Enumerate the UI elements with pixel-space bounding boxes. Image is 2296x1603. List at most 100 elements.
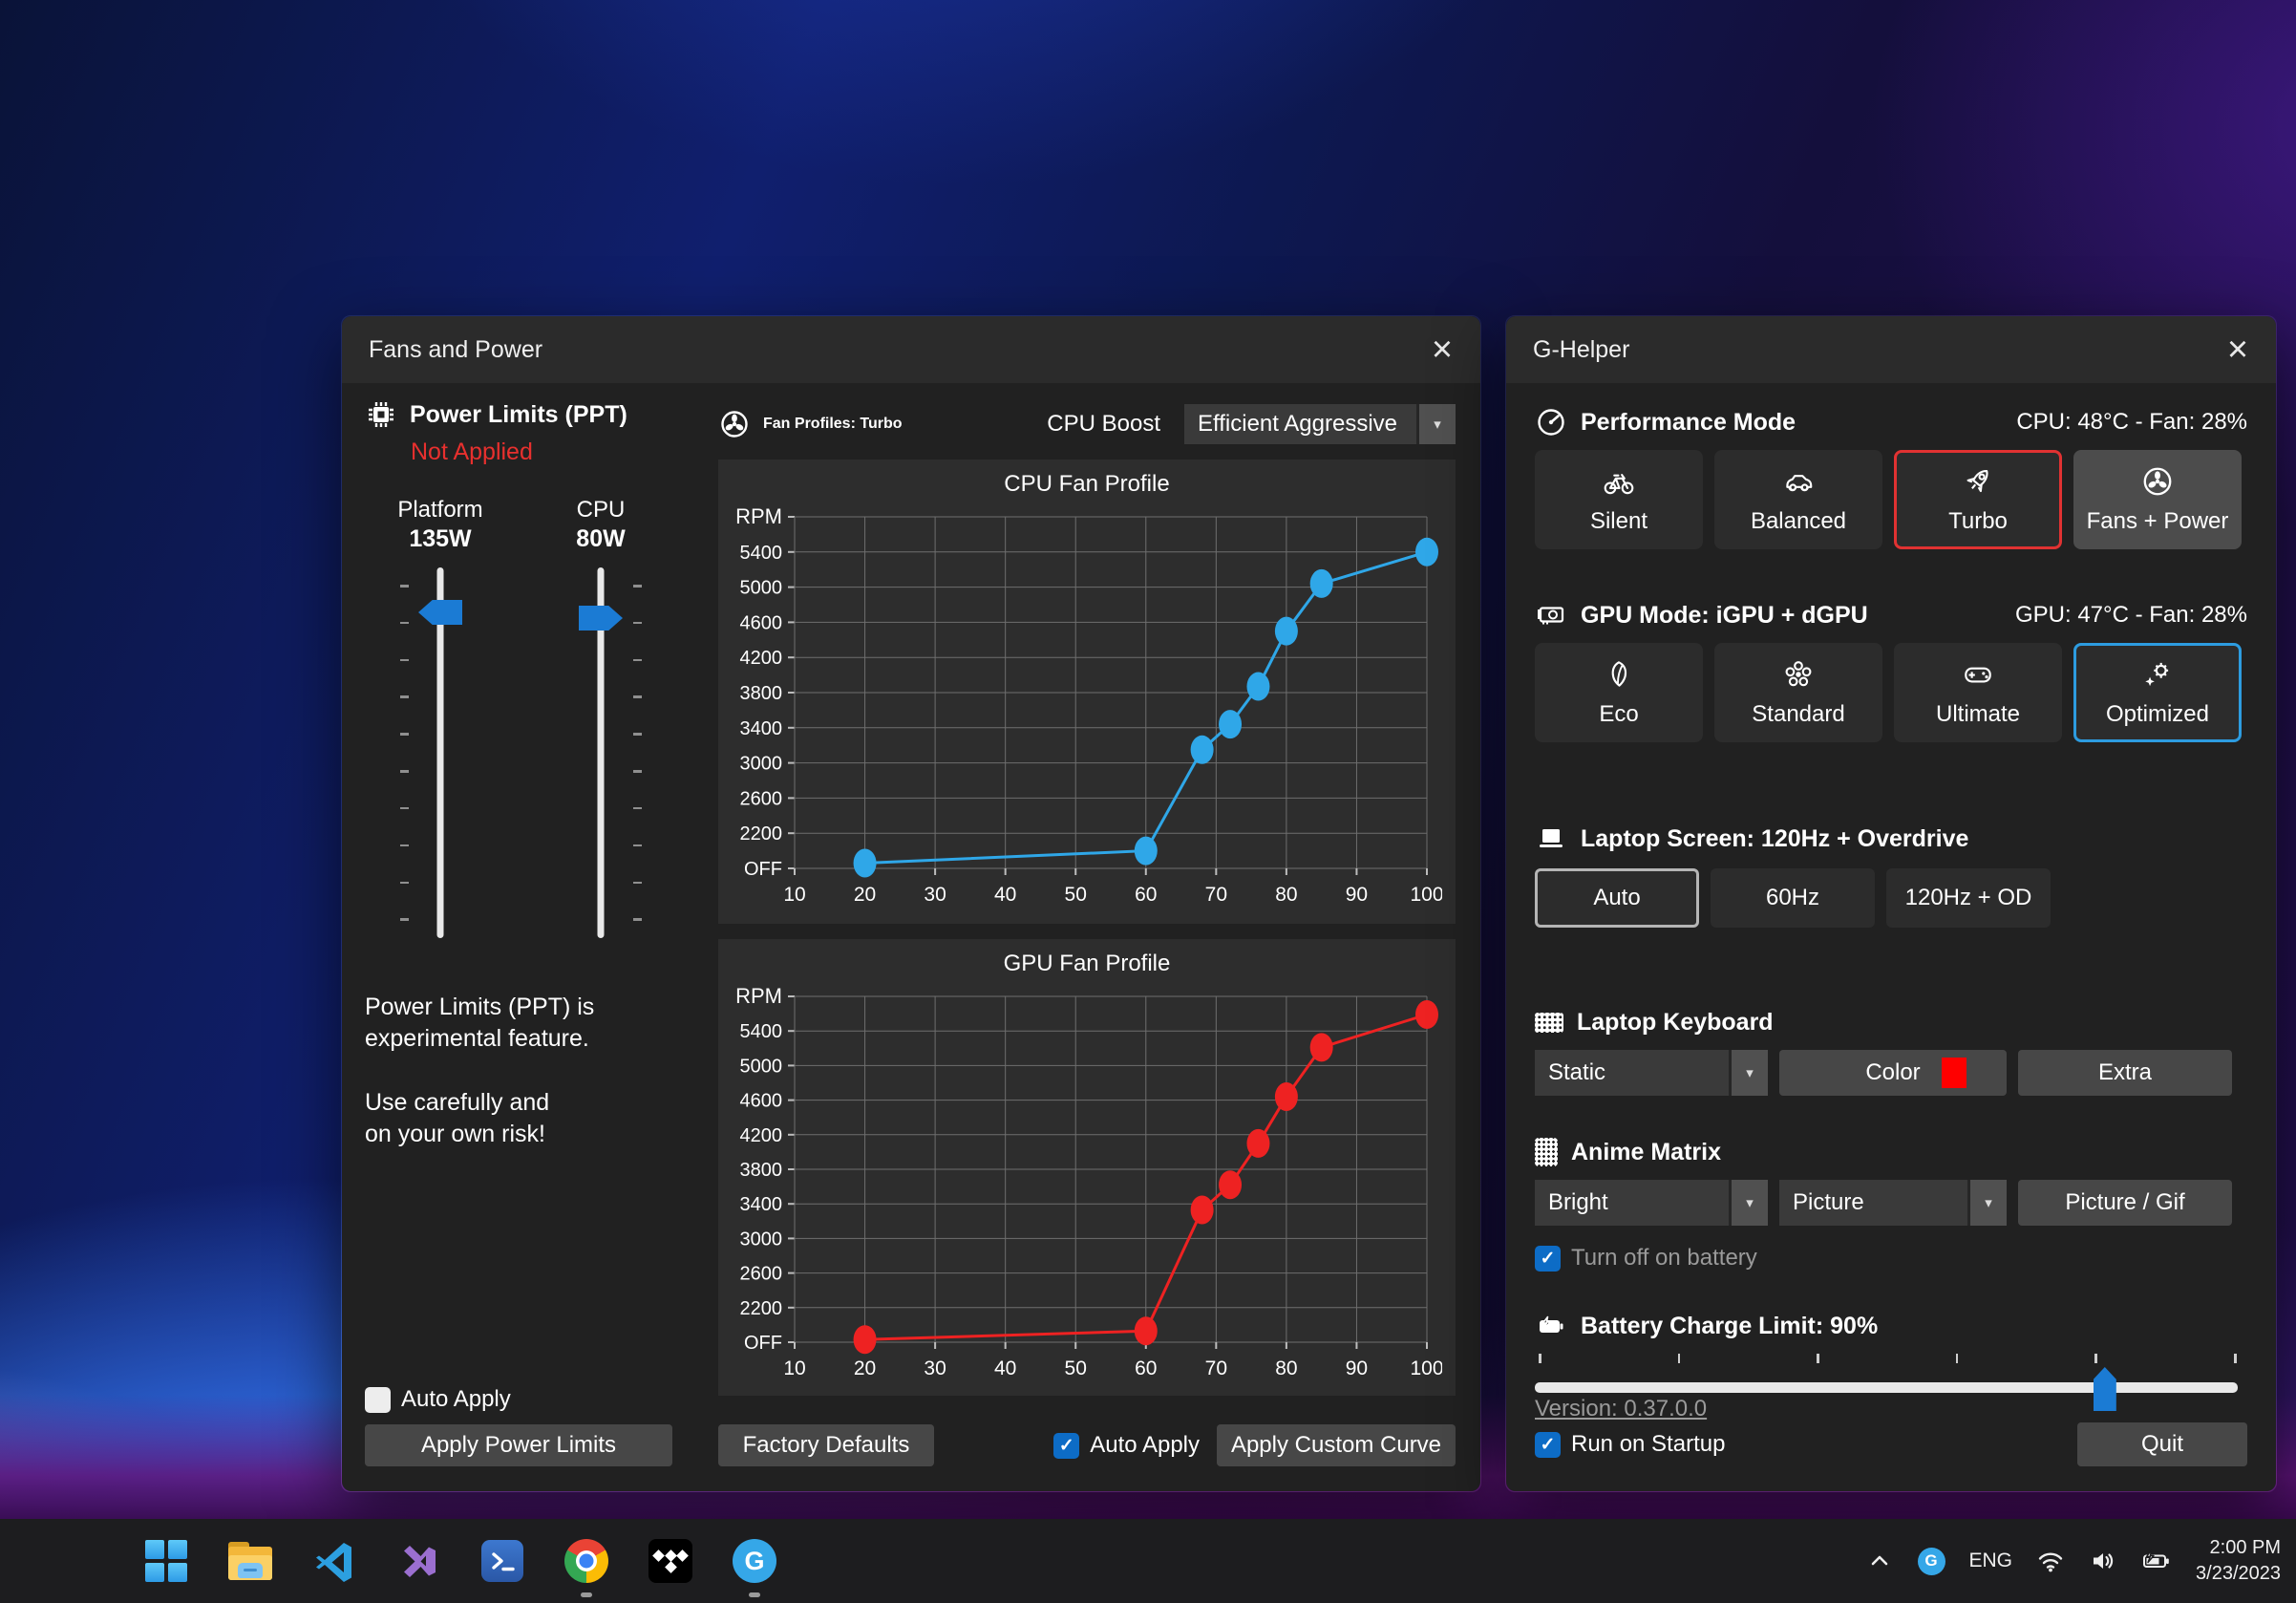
tick-mark <box>400 918 409 921</box>
chip-icon <box>369 402 393 427</box>
fans-titlebar[interactable]: Fans and Power × <box>342 316 1480 383</box>
battery-charging-icon[interactable] <box>2141 1547 2172 1575</box>
svg-text:2200: 2200 <box>740 823 783 844</box>
apply-custom-curve-button[interactable]: Apply Custom Curve <box>1217 1424 1456 1466</box>
cpu-boost-select[interactable]: Efficient Aggressive ▾ <box>1184 404 1456 444</box>
battery-slider-track[interactable] <box>1535 1382 2238 1393</box>
keyboard-extra-button[interactable]: Extra <box>2018 1050 2232 1096</box>
vscode-icon <box>316 1543 351 1582</box>
curve-auto-apply-checkbox[interactable] <box>1053 1432 1080 1459</box>
battery-slider-thumb[interactable] <box>2093 1367 2116 1411</box>
gpu-temp-status: GPU: 47°C - Fan: 28% <box>2014 602 2247 628</box>
tick-mark <box>400 585 409 588</box>
svg-text:RPM: RPM <box>735 507 782 528</box>
gpu-mode-optimized-button[interactable]: Optimized <box>2073 643 2242 742</box>
svg-text:2600: 2600 <box>740 788 783 809</box>
cpu-slider-thumb[interactable] <box>579 606 623 631</box>
screen-60hz-button[interactable]: 60Hz <box>1711 868 1875 928</box>
fans-power-button[interactable]: Fans + Power <box>2073 450 2242 549</box>
keyboard-mode-select[interactable]: Static ▾ <box>1535 1050 1768 1096</box>
screen-120hz-od-button[interactable]: 120Hz + OD <box>1886 868 2051 928</box>
visual-studio-button[interactable] <box>376 1519 460 1603</box>
tick-mark <box>633 770 642 773</box>
chevron-down-icon[interactable]: ▾ <box>1729 1050 1768 1096</box>
picture-gif-button[interactable]: Picture / Gif <box>2018 1180 2232 1226</box>
g-helper-tray-icon[interactable]: G <box>1917 1547 1945 1575</box>
platform-slider-track[interactable] <box>436 567 444 938</box>
chevron-down-icon[interactable]: ▾ <box>1416 404 1456 444</box>
close-icon[interactable]: × <box>1431 330 1454 370</box>
chevron-down-icon[interactable]: ▾ <box>1729 1180 1768 1226</box>
optimize-icon <box>2145 662 2169 687</box>
gpu-mode-eco-button[interactable]: Eco <box>1535 643 1703 742</box>
tick-mark <box>633 918 642 921</box>
tick-mark <box>400 770 409 773</box>
cpu-slider-track[interactable] <box>597 567 605 938</box>
run-on-startup-checkbox[interactable] <box>1535 1431 1561 1458</box>
svg-text:40: 40 <box>994 884 1016 906</box>
svg-text:OFF: OFF <box>744 1333 782 1354</box>
terminal-icon <box>481 1540 523 1582</box>
svg-text:4200: 4200 <box>740 1125 783 1146</box>
taskbar: G G ENG <box>0 1519 2296 1603</box>
svg-text:3800: 3800 <box>740 683 783 704</box>
svg-text:5400: 5400 <box>740 543 783 564</box>
chrome-button[interactable] <box>544 1519 628 1603</box>
fans-window-title: Fans and Power <box>369 335 543 363</box>
gpu-mode-ultimate-button[interactable]: Ultimate <box>1894 643 2062 742</box>
perf-mode-balanced-button[interactable]: Balanced <box>1714 450 1882 549</box>
power-auto-apply-label: Auto Apply <box>401 1386 511 1412</box>
clock-date: 3/23/2023 <box>2196 1563 2281 1584</box>
taskbar-clock[interactable]: 2:00 PM 3/23/2023 <box>2196 1535 2281 1587</box>
start-button[interactable] <box>124 1519 208 1603</box>
perf-mode-turbo-button[interactable]: Turbo <box>1894 450 2062 549</box>
volume-icon[interactable] <box>2089 1547 2117 1575</box>
tick-mark <box>2234 1354 2237 1363</box>
platform-power-slider[interactable] <box>369 564 512 942</box>
tick-mark <box>1955 1354 1959 1363</box>
gpu-card-icon <box>1538 607 1564 625</box>
svg-text:5000: 5000 <box>740 1056 783 1077</box>
fan-icon <box>721 411 748 438</box>
keyboard-color-button[interactable]: Color <box>1779 1050 2007 1096</box>
svg-text:80: 80 <box>1275 1357 1297 1379</box>
running-indicator <box>749 1592 760 1597</box>
language-indicator[interactable]: ENG <box>1968 1550 2013 1571</box>
version-link[interactable]: Version: 0.37.0.0 <box>1535 1396 1708 1421</box>
quit-button[interactable]: Quit <box>2077 1422 2247 1466</box>
g-helper-taskbar-button[interactable]: G <box>712 1519 797 1603</box>
cpu-boost-label: CPU Boost <box>1047 411 1160 437</box>
tray-chevron-up-icon[interactable] <box>1865 1547 1894 1575</box>
battery-charge-limit-slider[interactable] <box>1535 1354 2247 1411</box>
svg-text:2200: 2200 <box>740 1298 783 1319</box>
gpu-fan-curve-chart[interactable]: OFF 2200 2600 3000 3400 3800 4200 4600 5000 5400 R… <box>732 987 1442 1386</box>
apply-power-limits-button[interactable]: Apply Power Limits <box>365 1424 672 1466</box>
platform-slider-thumb[interactable] <box>418 600 462 625</box>
chevron-down-icon[interactable]: ▾ <box>1967 1180 2007 1226</box>
fan-profiles-panel: Fan Profiles: Turbo CPU Boost Efficient … <box>718 398 1456 1466</box>
matrix-brightness-select[interactable]: Bright ▾ <box>1535 1180 1768 1226</box>
cpu-fan-curve-chart[interactable]: OFF 2200 2600 3000 3400 3800 4200 4600 5000 5400 R… <box>732 507 1442 912</box>
turn-off-on-battery-label: Turn off on battery <box>1571 1245 1757 1271</box>
close-icon[interactable]: × <box>2226 330 2249 370</box>
wifi-icon[interactable] <box>2036 1547 2065 1575</box>
perf-mode-silent-button[interactable]: Silent <box>1535 450 1703 549</box>
power-auto-apply-checkbox[interactable] <box>365 1386 391 1413</box>
svg-text:4600: 4600 <box>740 612 783 633</box>
svg-text:10: 10 <box>783 884 805 906</box>
cpu-power-slider[interactable] <box>529 564 672 942</box>
tidal-button[interactable] <box>628 1519 712 1603</box>
screen-auto-button[interactable]: Auto <box>1535 868 1699 928</box>
cpu-fan-chart-panel: CPU Fan Profile OFF 2200 2600 3000 3400 3800 4… <box>718 460 1456 924</box>
battery-charge-icon <box>1540 1315 1563 1333</box>
matrix-running-select[interactable]: Picture ▾ <box>1779 1180 2007 1226</box>
terminal-button[interactable] <box>460 1519 544 1603</box>
tick-mark <box>633 881 642 885</box>
file-explorer-button[interactable] <box>208 1519 292 1603</box>
factory-defaults-button[interactable]: Factory Defaults <box>718 1424 934 1466</box>
gpu-mode-standard-button[interactable]: Standard <box>1714 643 1882 742</box>
vscode-button[interactable] <box>292 1519 376 1603</box>
turn-off-on-battery-checkbox[interactable] <box>1535 1245 1561 1272</box>
ghelper-titlebar[interactable]: G-Helper × <box>1506 316 2276 383</box>
